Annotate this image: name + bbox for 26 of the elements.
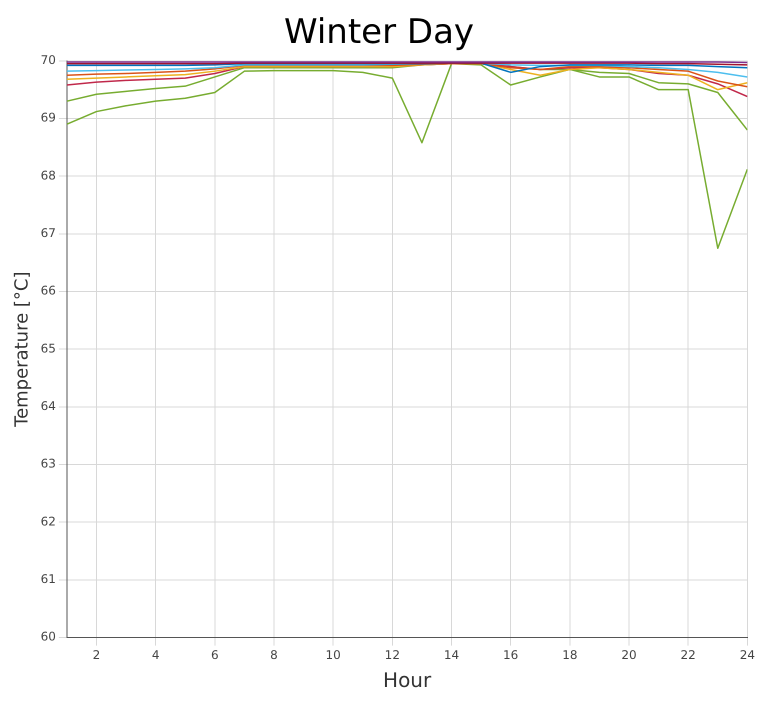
x-tick-label: 18 <box>562 648 578 662</box>
x-tick-label: 14 <box>444 648 460 662</box>
x-tick-label: 6 <box>210 648 219 662</box>
y-axis-title: Temperature [°C] <box>11 272 32 428</box>
x-axis-title: Hour <box>383 668 432 692</box>
x-tick-label: 12 <box>384 648 400 662</box>
x-tick-label: 22 <box>680 648 696 662</box>
x-tick-label: 24 <box>740 648 756 662</box>
x-tick-label: 16 <box>503 648 518 662</box>
x-tick-label: 4 <box>152 648 160 662</box>
chart-title: Winter Day <box>284 12 474 52</box>
y-tick-label: 68 <box>40 168 56 182</box>
y-tick-label: 67 <box>40 226 56 240</box>
x-tick-label: 10 <box>326 648 341 662</box>
y-tick-label: 65 <box>40 341 56 356</box>
y-tick-label: 70 <box>40 52 56 67</box>
y-tick-label: 69 <box>40 110 56 125</box>
x-tick-label: 2 <box>92 648 100 662</box>
y-tick-label: 66 <box>40 284 56 298</box>
y-tick-label: 60 <box>40 630 56 644</box>
x-tick-label: 8 <box>270 648 278 662</box>
y-tick-label: 63 <box>40 456 56 471</box>
x-tick-label: 20 <box>621 648 637 662</box>
y-tick-label: 61 <box>40 572 56 586</box>
y-tick-label: 64 <box>40 399 56 414</box>
y-tick-label: 62 <box>40 514 56 528</box>
